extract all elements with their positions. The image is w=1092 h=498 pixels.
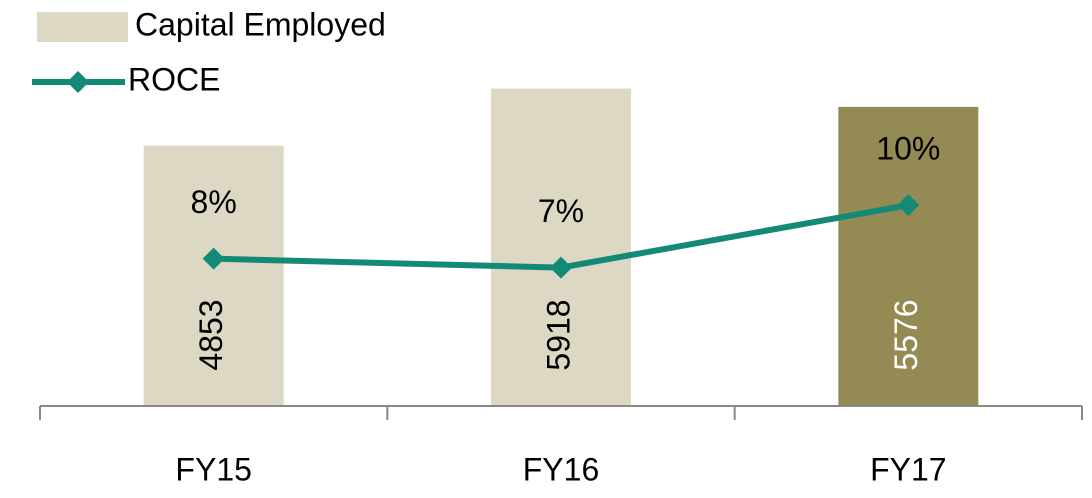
line-value-label: 8% (191, 184, 237, 220)
legend-marker (67, 71, 89, 93)
line-value-label: 10% (876, 131, 940, 167)
x-tick-label: FY15 (175, 451, 251, 487)
bar (491, 88, 631, 406)
line-marker (550, 256, 572, 279)
bar-value-label: 5918 (540, 299, 576, 370)
x-tick-label: FY17 (870, 451, 946, 487)
bar-value-label: 5576 (888, 299, 924, 370)
legend-label: ROCE (128, 61, 220, 97)
bar (143, 145, 284, 407)
x-tick-label: FY16 (523, 451, 599, 487)
legend-swatch (37, 12, 128, 42)
line-value-label: 7% (538, 193, 584, 229)
line-marker (202, 247, 225, 270)
legend-label: Capital Employed (135, 6, 386, 42)
bar (838, 106, 979, 406)
line-marker (897, 194, 920, 217)
bar-value-label: 4853 (193, 299, 229, 370)
